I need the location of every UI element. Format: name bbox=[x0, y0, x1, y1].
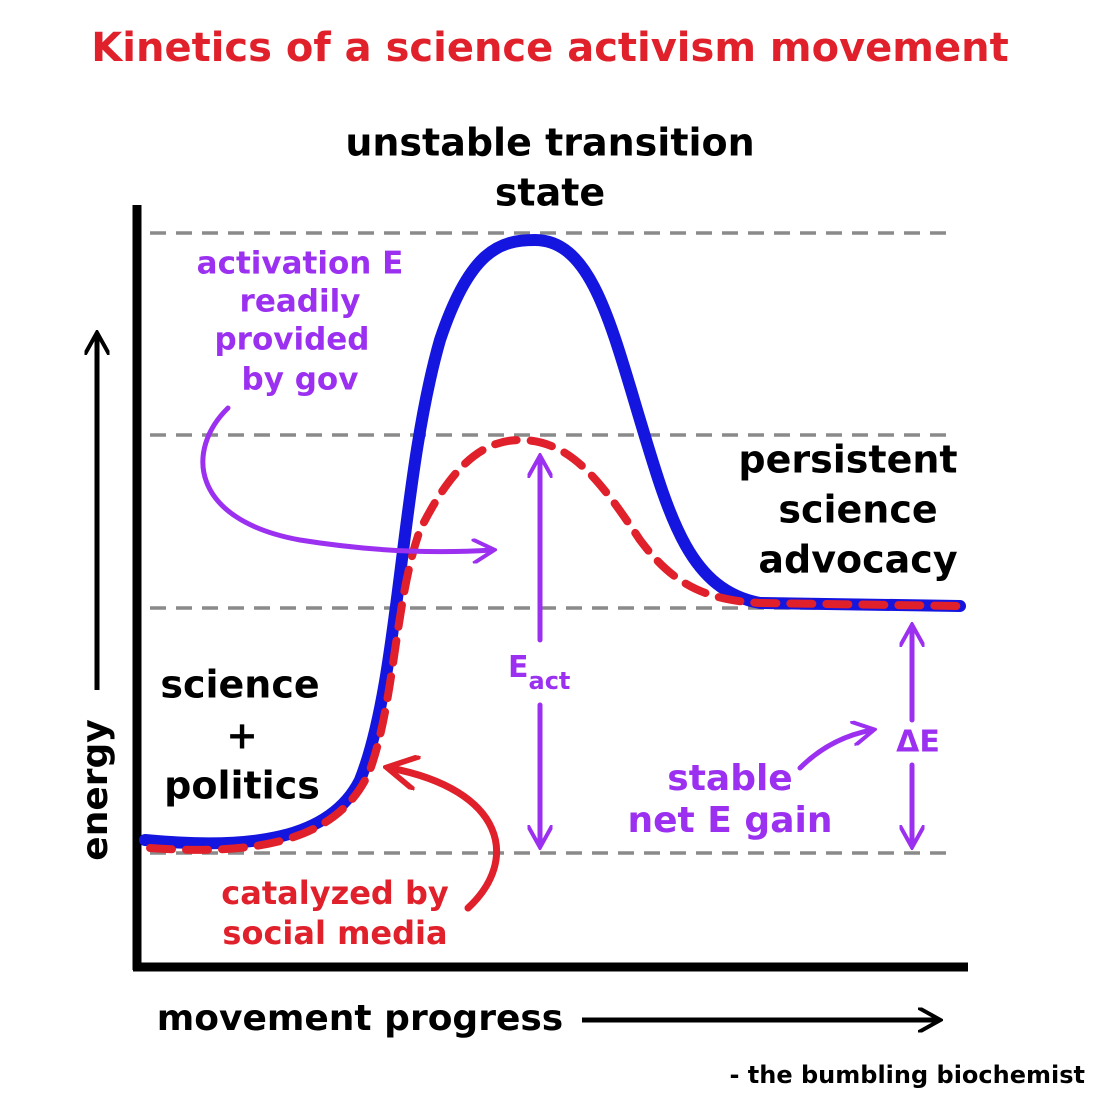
activation-note: readily bbox=[240, 284, 361, 320]
gain-note: net E gain bbox=[628, 800, 833, 841]
uncatalyzed-curve bbox=[139, 233, 966, 850]
activation-note: activation E bbox=[197, 246, 404, 282]
y-axis-label: energy bbox=[75, 719, 116, 860]
product-label: science bbox=[778, 488, 937, 532]
gain-arrow bbox=[797, 730, 872, 771]
product-label: persistent bbox=[738, 438, 957, 482]
catalyzed-curve bbox=[146, 435, 964, 854]
transition-label: state bbox=[495, 171, 605, 215]
catalyst-arrow bbox=[390, 768, 501, 912]
catalyst-note: catalyzed by bbox=[221, 874, 449, 912]
gain-note: stable bbox=[667, 758, 792, 799]
activation-note: provided bbox=[214, 322, 369, 358]
reactant-label: science bbox=[160, 663, 319, 707]
catalyst-note: social media bbox=[222, 914, 447, 952]
credit: - the bumbling biochemist bbox=[729, 1061, 1085, 1089]
transition-label: unstable transition bbox=[345, 121, 754, 165]
activation-note: by gov bbox=[242, 362, 359, 398]
reactant-label: politics bbox=[164, 764, 320, 808]
eact-symbol: E bbox=[508, 650, 529, 685]
delta-label: ΔE bbox=[896, 725, 940, 760]
product-label: advocacy bbox=[758, 538, 957, 582]
eact-subscript: act bbox=[529, 667, 571, 695]
activation-arrow bbox=[200, 405, 492, 552]
title: Kinetics of a science activism movement bbox=[91, 25, 1008, 71]
x-axis-label: movement progress bbox=[157, 998, 563, 1039]
reactant-label: + bbox=[226, 714, 258, 758]
eact-label: Eact bbox=[508, 650, 570, 696]
